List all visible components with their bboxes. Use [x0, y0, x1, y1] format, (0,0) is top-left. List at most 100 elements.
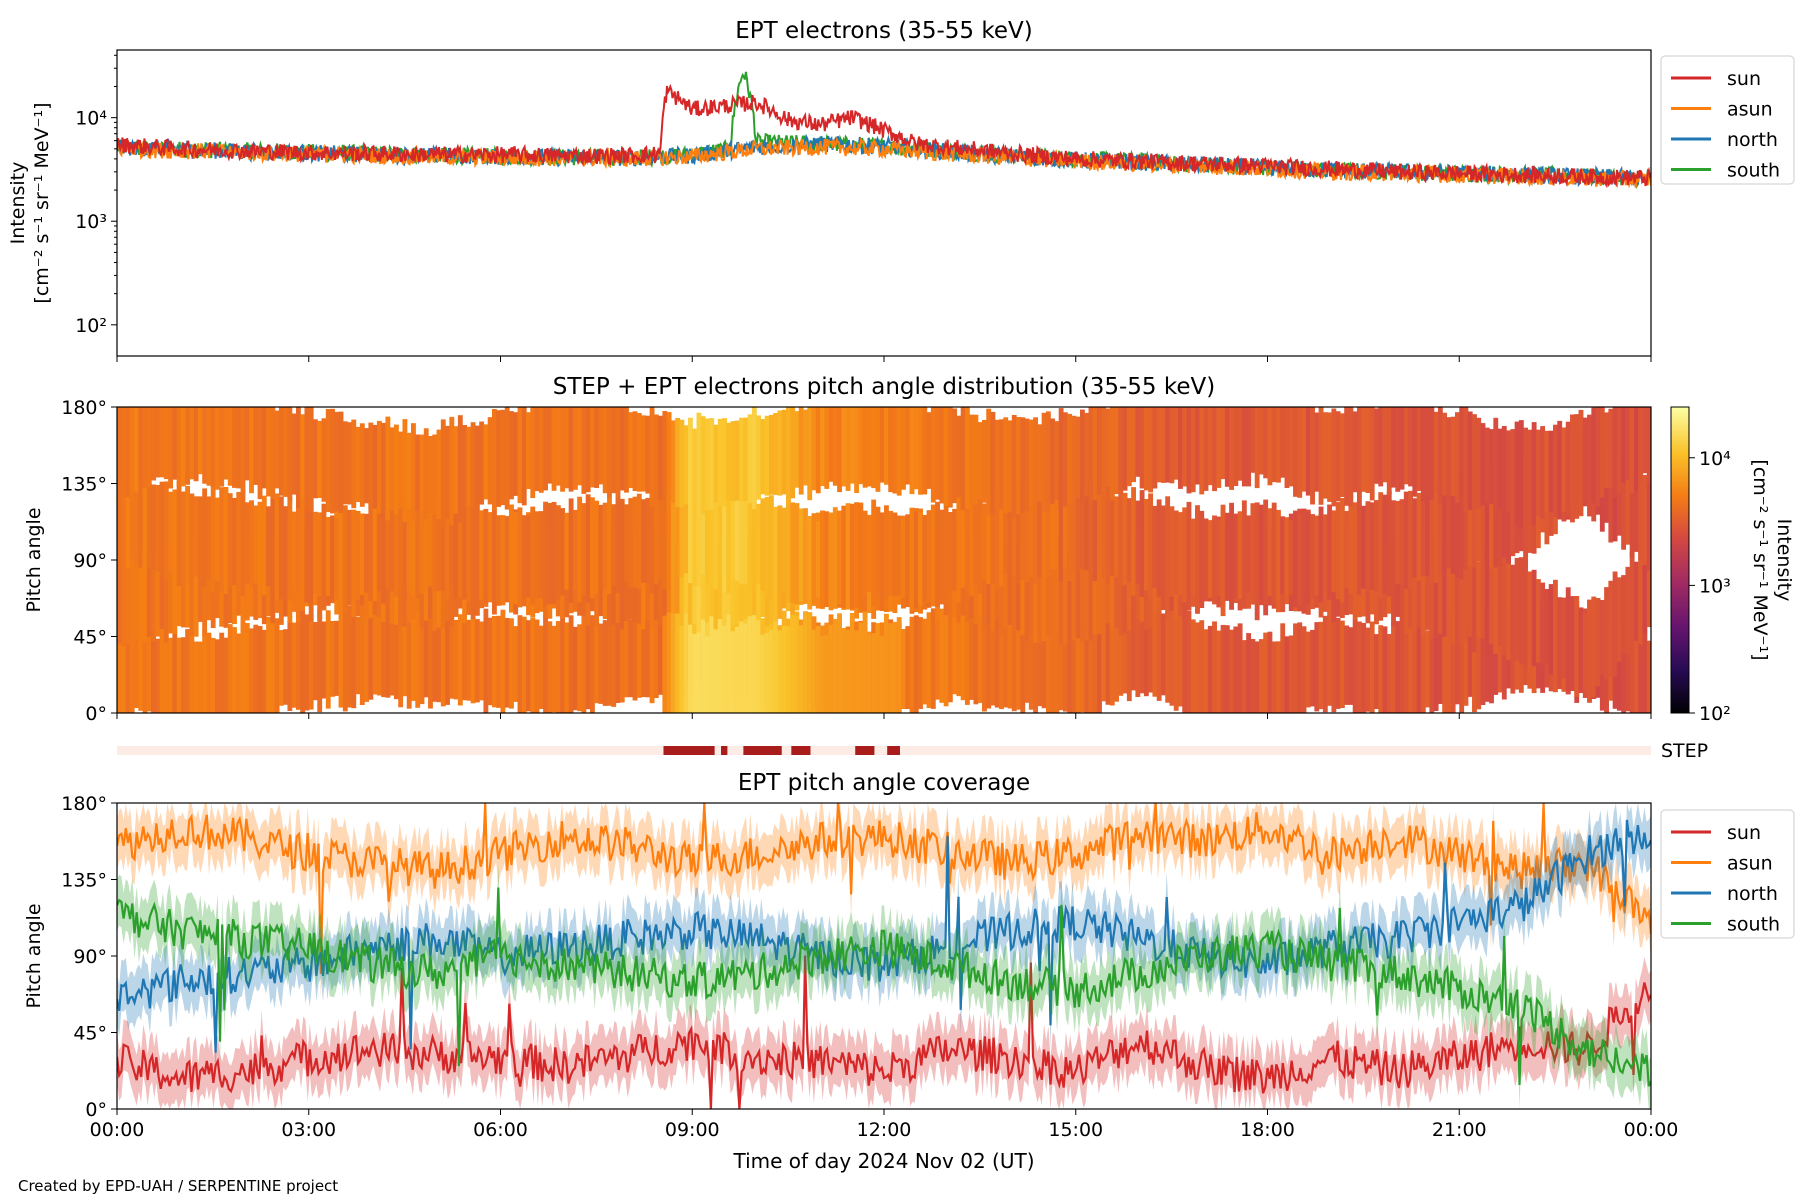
heatmap-cell	[232, 498, 237, 586]
heatmap-cell	[687, 624, 693, 713]
heatmap-cell	[1160, 613, 1166, 696]
heatmap-cell	[607, 618, 612, 706]
heatmap-cell	[1633, 407, 1639, 492]
heatmap-cell	[1433, 411, 1439, 492]
heatmap-cell	[1301, 520, 1307, 597]
heatmap-cell	[658, 415, 664, 501]
heatmap-cell	[1284, 407, 1290, 488]
x-tick-label: 00:00	[1624, 1119, 1679, 1141]
heatmap-cell	[679, 494, 685, 578]
heatmap-cell	[1625, 628, 1631, 712]
heatmap-cell	[1459, 607, 1465, 713]
x-tick-label: 21:00	[1432, 1119, 1487, 1141]
heatmap-cell	[1408, 490, 1413, 588]
heatmap-cell	[261, 629, 267, 713]
heatmap-cell	[223, 407, 229, 480]
heatmap-cell	[1216, 630, 1222, 713]
heatmap-cell	[1510, 429, 1516, 516]
heatmap-cell	[1591, 407, 1597, 504]
heatmap-cell	[142, 407, 148, 488]
heatmap-cell	[999, 612, 1004, 710]
heatmap-cell	[1207, 407, 1213, 486]
heatmap-cell	[1224, 407, 1230, 487]
heatmap-cell	[1437, 628, 1443, 704]
heatmap-cell	[163, 481, 169, 580]
panel4-x-axis: 00:00 03:00 06:00 09:00 12:00 15:00 18:00 21:00…	[90, 1109, 1679, 1141]
heatmap-cell	[1339, 498, 1345, 603]
heatmap-cell	[849, 503, 855, 608]
heatmap-cell	[1322, 615, 1328, 713]
legend-label-asun: asun	[1727, 99, 1773, 121]
heatmap-cell	[479, 421, 485, 505]
heatmap-cell	[982, 605, 987, 712]
heatmap-cell	[385, 611, 391, 698]
heatmap-cell	[1050, 418, 1056, 504]
heatmap-cell	[491, 616, 497, 708]
heatmap-cell	[692, 633, 698, 713]
heatmap-cell	[1114, 407, 1119, 494]
y-tick-label: 45°	[73, 1023, 107, 1045]
heatmap-cell	[534, 619, 540, 713]
heatmap-cell	[875, 506, 881, 599]
heatmap-cell	[986, 497, 992, 585]
heatmap-cell	[849, 407, 855, 484]
heatmap-cell	[163, 536, 169, 643]
series-line-sun	[117, 83, 1651, 189]
heatmap-cell	[210, 407, 216, 488]
heatmap-cell	[585, 623, 591, 710]
panel1-ylabel-line2: [cm⁻² s⁻¹ sr⁻¹ MeV⁻¹]	[31, 102, 53, 303]
heatmap-cell	[244, 407, 250, 481]
heatmap-cell	[423, 428, 429, 519]
heatmap-cell	[828, 407, 834, 482]
heatmap-cell	[751, 407, 757, 510]
heatmap-cell	[641, 499, 646, 583]
heatmap-cell	[956, 613, 962, 697]
heatmap-cell	[1497, 463, 1503, 567]
heatmap-cell	[896, 617, 902, 713]
heatmap-cell	[1092, 407, 1098, 501]
heatmap-cell	[266, 616, 271, 713]
heatmap-cell	[1165, 609, 1171, 703]
heatmap-cell	[1105, 547, 1111, 624]
heatmap-cell	[215, 639, 220, 713]
heatmap-cell	[828, 512, 834, 605]
heatmap-cell	[521, 616, 527, 713]
heatmap-cell	[1412, 620, 1418, 713]
heatmap-cell	[909, 616, 915, 713]
heatmap-cell	[1416, 625, 1422, 713]
heatmap-cell	[385, 416, 391, 521]
heatmap-cell	[653, 607, 659, 698]
heatmap-cell	[151, 484, 156, 570]
step-active-interval	[663, 746, 715, 755]
heatmap-cell	[1058, 539, 1064, 645]
heatmap-cell	[1109, 538, 1115, 631]
heatmap-cell	[1028, 419, 1034, 509]
heatmap-cell	[317, 609, 323, 713]
heatmap-cell	[747, 414, 753, 504]
heatmap-cell	[474, 619, 480, 703]
heatmap-cell	[1446, 489, 1452, 569]
heatmap-cell	[815, 407, 821, 494]
heatmap-cell	[146, 551, 152, 637]
heatmap-cell	[1506, 553, 1511, 661]
heatmap-cell	[1518, 420, 1524, 529]
credit-text: Created by EPD-UAH / SERPENTINE project	[18, 1177, 339, 1195]
heatmap-cell	[1224, 625, 1230, 713]
heatmap-cell	[1237, 407, 1243, 481]
heatmap-cell	[398, 604, 404, 708]
heatmap-cell	[325, 409, 331, 513]
heatmap-cell	[1429, 484, 1435, 583]
heatmap-cell	[517, 615, 523, 713]
heatmap-cell	[1212, 621, 1217, 713]
heatmap-cell	[1156, 407, 1162, 483]
heatmap-cell	[1356, 500, 1362, 595]
heatmap-cell	[215, 407, 220, 490]
heatmap-cell	[202, 407, 208, 484]
heatmap-cell	[1126, 407, 1132, 487]
heatmap-cell	[1595, 407, 1601, 507]
heatmap-cell	[440, 611, 446, 707]
heatmap-cell	[1467, 621, 1473, 697]
heatmap-cell	[884, 613, 889, 713]
heatmap-cell	[1599, 407, 1605, 498]
heatmap-cell	[381, 496, 387, 604]
